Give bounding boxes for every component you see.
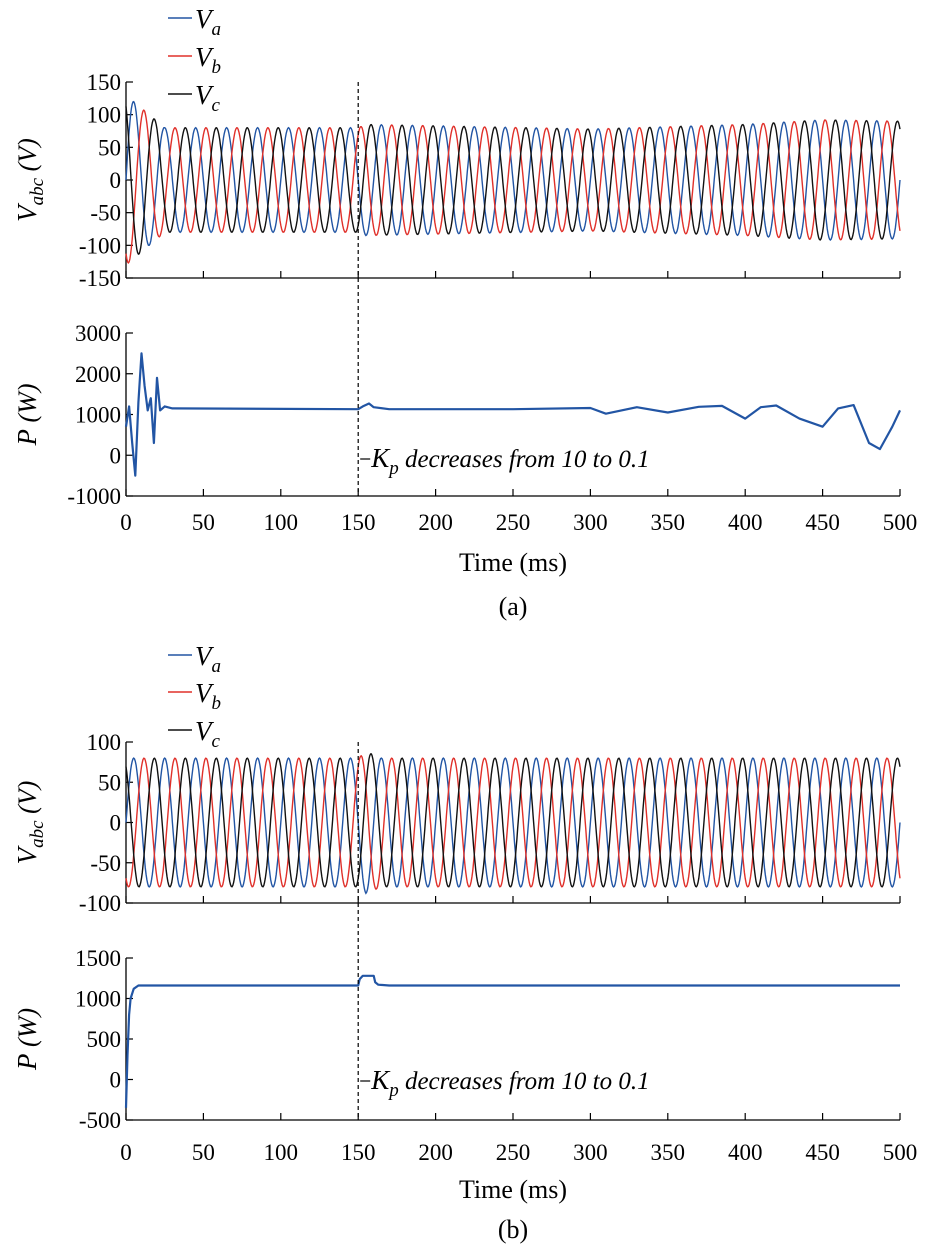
event-annotation: Kp decreases from 10 to 0.1 <box>370 1065 649 1101</box>
y-tick-label: -100 <box>79 233 121 258</box>
y-tick-label: 50 <box>98 770 121 795</box>
y-tick-label: 0 <box>110 1068 122 1093</box>
y-tick-label: 0 <box>110 443 122 468</box>
panel-caption: (b) <box>498 1215 528 1244</box>
power-subplot: 1500 1000 500 0 -500 P (W) <box>12 946 901 1133</box>
x-tick-label: 100 <box>264 1140 299 1165</box>
series-vb <box>125 754 901 891</box>
legend-label-vc: Vc <box>195 80 221 116</box>
x-tick-label: 250 <box>496 1140 531 1165</box>
y-tick-label: 1000 <box>75 987 121 1012</box>
x-axis-label: Time (ms) <box>459 548 567 577</box>
x-tick-label: 50 <box>192 510 215 535</box>
y-tick-label: -100 <box>79 891 121 916</box>
x-tick-label: 350 <box>651 510 686 535</box>
x-tick-label: 400 <box>728 1140 763 1165</box>
y-tick-label: 0 <box>110 811 122 836</box>
y-tick-label: 500 <box>87 1027 122 1052</box>
legend-label-va: Va <box>195 641 221 677</box>
series-vc <box>125 106 901 256</box>
x-tick-label: 100 <box>264 510 299 535</box>
y-axis-label: P (W) <box>12 1008 42 1071</box>
x-tick-label: 450 <box>805 1140 840 1165</box>
series-power <box>124 974 900 1108</box>
legend-label-vb: Vb <box>195 678 221 714</box>
y-tick-label: 3000 <box>75 321 121 346</box>
series-va <box>125 757 901 895</box>
x-tick-label: 300 <box>573 1140 608 1165</box>
x-axis-label: Time (ms) <box>459 1175 567 1204</box>
panel-caption: (a) <box>499 592 528 621</box>
x-tick-label: 200 <box>418 1140 453 1165</box>
power-subplot: 3000 2000 1000 0 -1000 P (W) <box>12 321 901 509</box>
y-tick-label: 100 <box>87 730 122 755</box>
y-tick-label: -150 <box>79 266 121 291</box>
y-tick-label: 50 <box>98 135 121 160</box>
y-tick-label: 1000 <box>75 403 121 428</box>
y-axis-label: P (W) <box>12 384 42 447</box>
y-tick-label: -1000 <box>67 484 121 509</box>
x-tick-label: 300 <box>573 510 608 535</box>
y-axis-label: Vabc (V) <box>12 781 48 865</box>
x-tick-label: 0 <box>120 1140 132 1165</box>
y-tick-label: 150 <box>87 70 122 95</box>
y-tick-label: 100 <box>87 103 122 128</box>
event-annotation: Kp decreases from 10 to 0.1 <box>370 443 649 479</box>
series-power <box>124 352 901 477</box>
y-tick-label: 2000 <box>75 362 121 387</box>
x-tick-label: 150 <box>341 1140 376 1165</box>
series-va <box>125 100 901 247</box>
legend-label-va: Va <box>195 4 221 40</box>
x-tick-label: 250 <box>496 510 531 535</box>
x-tick-label: 450 <box>805 510 840 535</box>
y-tick-label: 1500 <box>75 946 121 971</box>
y-tick-label: -50 <box>90 201 121 226</box>
y-tick-label: -500 <box>79 1108 121 1133</box>
series-vc <box>125 753 901 888</box>
y-axis-label: Vabc (V) <box>12 138 48 222</box>
y-tick-label: -50 <box>90 851 121 876</box>
x-tick-label: 50 <box>192 1140 215 1165</box>
x-tick-label: 0 <box>120 510 132 535</box>
y-tick-label: 0 <box>110 168 122 193</box>
x-tick-label: 500 <box>883 510 918 535</box>
x-tick-label: 400 <box>728 510 763 535</box>
x-tick-label: 150 <box>341 510 376 535</box>
x-tick-label: 500 <box>883 1140 918 1165</box>
series-vb <box>125 109 901 265</box>
legend-label-vc: Vc <box>195 716 221 752</box>
x-tick-label: 350 <box>651 1140 686 1165</box>
x-tick-label: 200 <box>418 510 453 535</box>
legend-label-vb: Vb <box>195 42 221 78</box>
